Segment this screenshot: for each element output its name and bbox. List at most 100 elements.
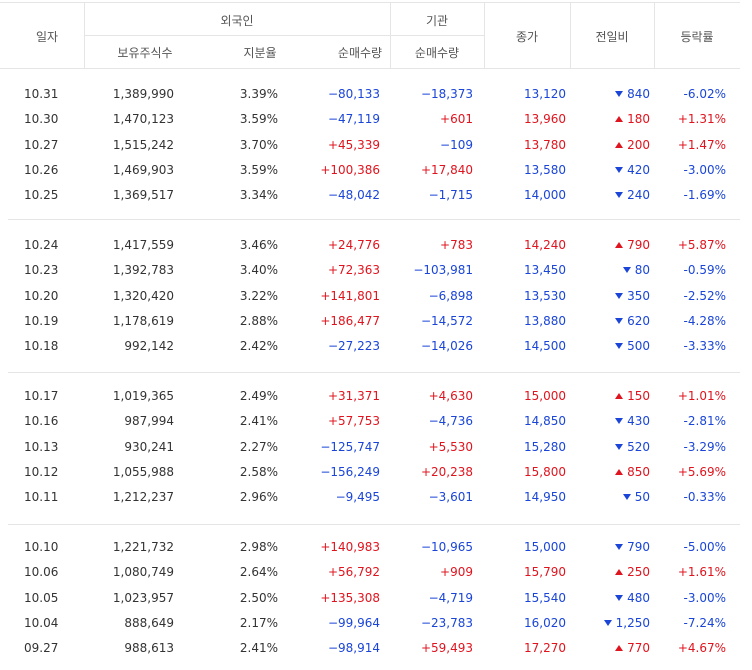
change-value: 840 <box>627 87 650 101</box>
date-cell: 10.10 <box>24 540 59 554</box>
inst-net-cell: +17,840 <box>420 163 473 177</box>
foreign-net-cell: +56,792 <box>327 565 380 579</box>
close-cell: 14,850 <box>524 414 566 428</box>
down-triangle-icon <box>615 167 624 173</box>
change-value: 250 <box>627 565 650 579</box>
change-cell: 420 <box>590 163 650 177</box>
date-cell: 10.18 <box>24 339 59 353</box>
inst-net-cell: −14,026 <box>420 339 473 353</box>
rate-cell: +5.87% <box>677 238 726 252</box>
rate-cell: +1.01% <box>677 389 726 403</box>
holdings-cell: 1,178,619 <box>112 314 174 328</box>
date-cell: 10.17 <box>24 389 59 403</box>
holdings-cell: 1,221,732 <box>112 540 174 554</box>
date-cell: 10.27 <box>24 138 59 152</box>
change-cell: 430 <box>590 414 650 428</box>
rate-cell: -0.33% <box>683 490 726 504</box>
foreign-net-cell: +45,339 <box>327 138 380 152</box>
header-divider-2 <box>390 2 391 69</box>
holdings-cell: 1,392,783 <box>112 263 174 277</box>
share-cell: 2.49% <box>239 389 278 403</box>
change-cell: 480 <box>590 591 650 605</box>
down-triangle-icon <box>615 318 624 324</box>
change-cell: 80 <box>590 263 650 277</box>
share-cell: 2.98% <box>239 540 278 554</box>
inst-net-cell: −10,965 <box>420 540 473 554</box>
close-cell: 15,000 <box>524 540 566 554</box>
change-cell: 500 <box>590 339 650 353</box>
close-cell: 14,240 <box>524 238 566 252</box>
foreign-net-cell: +140,983 <box>320 540 380 554</box>
change-value: 240 <box>627 188 650 202</box>
close-cell: 13,580 <box>524 163 566 177</box>
down-triangle-icon <box>622 267 631 273</box>
down-triangle-icon <box>603 620 612 626</box>
rate-cell: -4.28% <box>683 314 726 328</box>
change-cell: 250 <box>590 565 650 579</box>
down-triangle-icon <box>622 494 631 500</box>
foreign-net-cell: +141,801 <box>320 289 380 303</box>
change-value: 180 <box>627 112 650 126</box>
close-cell: 13,960 <box>524 112 566 126</box>
change-cell: 1,250 <box>590 616 650 630</box>
close-cell: 15,800 <box>524 465 566 479</box>
foreign-net-cell: +135,308 <box>320 591 380 605</box>
change-cell: 850 <box>590 465 650 479</box>
institution-group-header: 기관 <box>425 14 449 28</box>
foreign-net-cell: +186,477 <box>320 314 380 328</box>
share-cell: 2.41% <box>239 414 278 428</box>
close-cell: 14,000 <box>524 188 566 202</box>
down-triangle-icon <box>615 418 624 424</box>
header-divider-3 <box>484 2 485 69</box>
change-value: 850 <box>627 465 650 479</box>
foreign-net-cell: −48,042 <box>327 188 380 202</box>
rate-cell: -3.29% <box>683 440 726 454</box>
holdings-cell: 1,055,988 <box>112 465 174 479</box>
up-triangle-icon <box>615 645 624 651</box>
header-bottom-border <box>0 68 740 69</box>
header-divider-5 <box>654 2 655 69</box>
share-cell: 2.58% <box>239 465 278 479</box>
inst-net-cell: +20,238 <box>420 465 473 479</box>
change-value: 1,250 <box>615 616 650 630</box>
foreign-net-header: 순매수량 <box>337 46 383 60</box>
holdings-cell: 1,023,957 <box>112 591 174 605</box>
rate-cell: -0.59% <box>683 263 726 277</box>
foreign-net-cell: −80,133 <box>327 87 380 101</box>
inst-net-cell: +909 <box>440 565 473 579</box>
foreign-net-cell: −9,495 <box>335 490 380 504</box>
date-cell: 10.23 <box>24 263 59 277</box>
up-triangle-icon <box>615 469 624 475</box>
date-cell: 10.04 <box>24 616 59 630</box>
group-separator <box>8 219 740 220</box>
share-cell: 3.39% <box>239 87 278 101</box>
foreign-net-cell: +72,363 <box>327 263 380 277</box>
up-triangle-icon <box>615 393 624 399</box>
holdings-cell: 888,649 <box>124 616 174 630</box>
share-cell: 2.41% <box>239 641 278 655</box>
date-cell: 10.05 <box>24 591 59 605</box>
date-cell: 10.06 <box>24 565 59 579</box>
close-cell: 13,780 <box>524 138 566 152</box>
change-cell: 770 <box>590 641 650 655</box>
close-cell: 15,280 <box>524 440 566 454</box>
date-cell: 09.27 <box>24 641 59 655</box>
header-top-border <box>0 2 740 3</box>
change-value: 430 <box>627 414 650 428</box>
up-triangle-icon <box>615 116 624 122</box>
table-header: 일자 외국인 기관 종가 전일비 등락률 보유주식수 지분율 순매수량 순매수량 <box>0 0 752 69</box>
holdings-cell: 987,994 <box>124 414 174 428</box>
inst-net-cell: +59,493 <box>420 641 473 655</box>
change-cell: 350 <box>590 289 650 303</box>
foreign-group-header: 외국인 <box>220 14 254 28</box>
share-cell: 2.50% <box>239 591 278 605</box>
change-value: 420 <box>627 163 650 177</box>
down-triangle-icon <box>615 343 624 349</box>
up-triangle-icon <box>615 242 624 248</box>
foreign-net-cell: −27,223 <box>327 339 380 353</box>
inst-net-cell: −4,719 <box>428 591 473 605</box>
share-cell: 2.96% <box>239 490 278 504</box>
header-divider-4 <box>570 2 571 69</box>
share-cell: 3.59% <box>239 163 278 177</box>
rate-cell: +5.69% <box>677 465 726 479</box>
